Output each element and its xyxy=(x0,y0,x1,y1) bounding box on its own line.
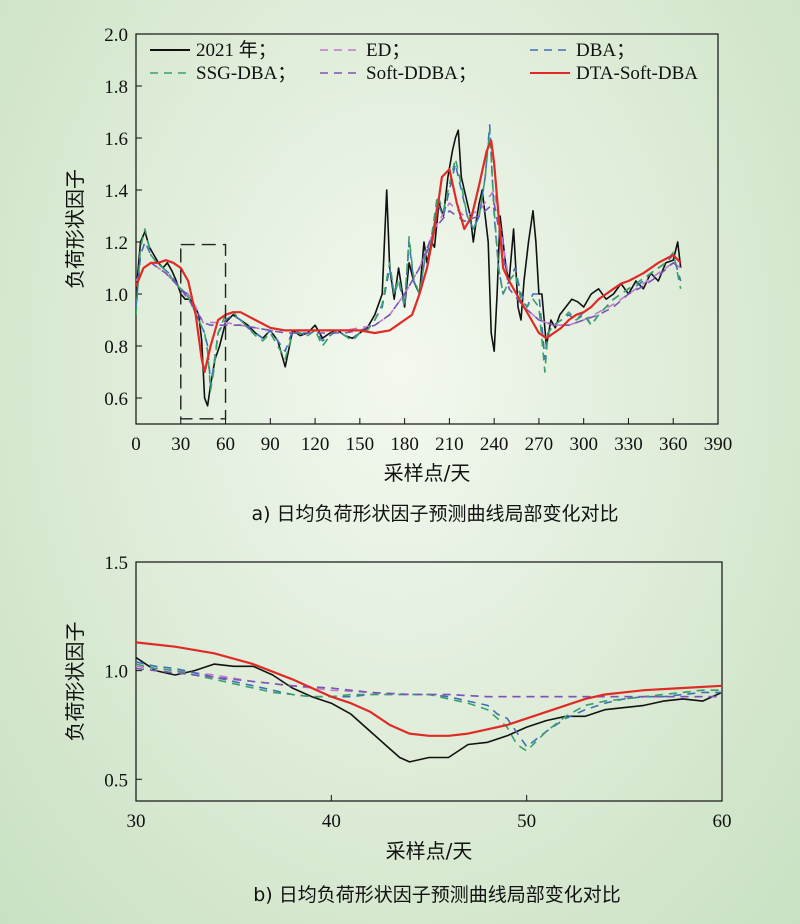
legend-label-5: DTA-Soft-DBA xyxy=(576,63,698,84)
x-tick-label: 150 xyxy=(346,434,375,455)
x-tick-label: 390 xyxy=(704,434,733,455)
series-line-3 xyxy=(136,663,722,752)
series-line-5 xyxy=(136,139,682,374)
series-line-3 xyxy=(136,129,682,392)
series-group xyxy=(136,641,722,763)
series-line-2 xyxy=(136,661,722,748)
x-axis-title: 采样点/天 xyxy=(384,461,471,485)
series-line-0 xyxy=(136,656,722,763)
plot-frame xyxy=(135,33,719,425)
plot-frame xyxy=(135,561,723,802)
x-axis-title: 采样点/天 xyxy=(386,839,473,863)
y-tick-label: 1.0 xyxy=(104,285,128,306)
x-tick-label: 330 xyxy=(614,434,643,455)
x-tick-label: 30 xyxy=(171,434,190,455)
y-axis-title: 负荷形状因子 xyxy=(63,622,87,742)
legend-label-0: 2021 年； xyxy=(196,39,277,61)
legend-label-2: DBA； xyxy=(576,40,635,61)
figure-caption: a) 日均负荷形状因子预测曲线局部变化对比 xyxy=(251,503,618,525)
y-tick-label: 1.5 xyxy=(104,553,128,574)
x-tick-label: 0 xyxy=(131,434,141,455)
y-tick-label: 1.0 xyxy=(104,662,128,683)
legend-label-4: Soft-DDBA； xyxy=(366,63,477,84)
series-line-4 xyxy=(136,667,722,698)
legend-label-3: SSG-DBA； xyxy=(196,63,296,84)
x-tick-label: 240 xyxy=(480,434,509,455)
x-tick-label: 300 xyxy=(569,434,598,455)
x-tick-label: 270 xyxy=(525,434,554,455)
y-tick-label: 1.2 xyxy=(104,233,128,254)
figure-caption: b) 日均负荷形状因子预测曲线局部变化对比 xyxy=(253,884,621,906)
series-line-4 xyxy=(136,202,682,334)
y-tick-label: 0.6 xyxy=(104,389,128,410)
y-tick-label: 0.8 xyxy=(104,337,128,358)
x-tick-label: 40 xyxy=(322,811,341,832)
series-group xyxy=(136,124,682,407)
y-tick-label: 1.4 xyxy=(104,181,128,202)
y-tick-label: 1.8 xyxy=(104,77,128,98)
x-tick-label: 360 xyxy=(659,434,688,455)
x-tick-label: 60 xyxy=(713,811,732,832)
legend-label-1: ED； xyxy=(366,40,410,61)
y-axis-title: 负荷形状因子 xyxy=(63,169,87,289)
series-line-1 xyxy=(136,189,682,332)
chart-a: 0 30 60 90 120 150 180 210 240 270 300 330 360 390 0.6… xyxy=(63,25,733,525)
y-tick-label: 2.0 xyxy=(104,25,128,46)
x-tick-label: 30 xyxy=(127,811,146,832)
series-line-5 xyxy=(136,641,722,737)
x-tick-label: 120 xyxy=(301,434,330,455)
series-line-0 xyxy=(136,129,682,407)
zoom-box xyxy=(180,243,227,420)
y-tick-label: 0.5 xyxy=(104,770,128,791)
x-tick-label: 210 xyxy=(435,434,464,455)
x-tick-label: 180 xyxy=(390,434,419,455)
x-tick-label: 90 xyxy=(261,434,280,455)
x-tick-label: 60 xyxy=(216,434,235,455)
x-tick-label: 50 xyxy=(517,811,536,832)
y-tick-label: 1.6 xyxy=(104,129,128,150)
